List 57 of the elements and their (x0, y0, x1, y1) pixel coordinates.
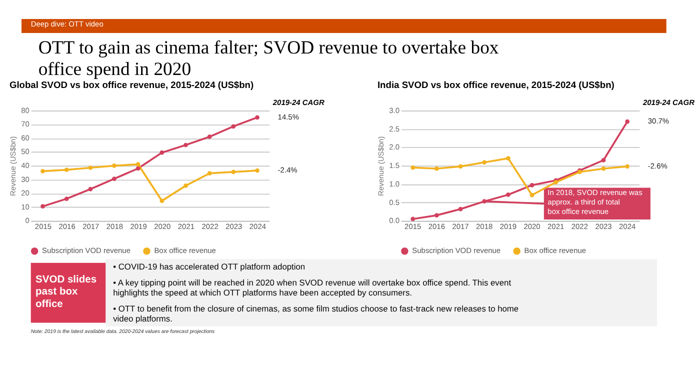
chart-title: Global SVOD vs box office revenue, 2015-2024 (US$bn) (9, 80, 254, 90)
y-tick-label: 1.5 (389, 161, 400, 170)
text: Deep dive: OTT video (30, 19, 104, 28)
y-tick-label: 40 (21, 161, 30, 170)
x-tick-label: 2015 (404, 222, 422, 231)
chart-title: India SVOD vs box office revenue, 2015-2024 (US$bn) (377, 80, 614, 90)
annotation: 14.5% (278, 112, 300, 122)
x-tick-label: 2017 (82, 222, 100, 231)
x-tick-label: 2022 (202, 222, 218, 231)
y-tick-label: 2.5 (389, 124, 400, 134)
y-tick-label: 20 (21, 188, 30, 198)
annotation: -2.4% (278, 165, 298, 174)
x-tick-label: 2018 (476, 222, 493, 231)
y-tick-label: 0 (25, 216, 30, 226)
text: OTT to gain as cinema falter; SVOD revenue to overtake box office spend in 2020 (38, 38, 500, 80)
text: • OTT to benefit from the closure of cinemas, as some film studios choose to fast-track new releases to home video platforms. (113, 303, 519, 324)
text: 2019-24 CAGR (642, 98, 696, 107)
y-tick-label: 70 (21, 120, 30, 129)
x-tick-label: 2024 (249, 222, 266, 231)
annotation: In 2018, SVOD revenue was approx. a third of total box office revenue (548, 188, 643, 216)
y-axis-title: Revenue (US$bn) (376, 136, 386, 196)
text: • COVID-19 has accelerated OTT platform adoption (113, 261, 306, 272)
y-tick-label: 2.0 (389, 142, 400, 152)
y-tick-label: 50 (21, 147, 30, 156)
x-tick-label: 2018 (106, 222, 124, 231)
x-tick-label: 2021 (548, 222, 564, 231)
y-tick-label: 60 (21, 133, 30, 142)
x-tick-label: 2017 (452, 222, 469, 231)
y-tick-label: 3.0 (389, 106, 400, 115)
x-tick-label: 2019 (500, 222, 516, 231)
text: SVOD slides past box office (36, 274, 97, 310)
y-tick-label: 80 (21, 106, 30, 115)
legend-label: Subscription VOD revenue (42, 246, 130, 255)
legend-label: Box office revenue (154, 246, 216, 255)
x-tick-label: 2016 (58, 222, 76, 231)
x-tick-label: 2015 (34, 222, 52, 231)
legend-label: Box office revenue (524, 246, 586, 255)
annotation: -2.6% (648, 161, 668, 170)
x-tick-label: 2020 (524, 222, 540, 231)
x-tick-label: 2019 (130, 222, 147, 231)
x-tick-label: 2021 (178, 222, 195, 231)
text: • A key tipping point will be reached in 2020 when SVOD revenue will overtake box office spend. This event highlights the speed at which OTT platforms have been accepted by consumers. (113, 277, 512, 298)
text: 2019-24 CAGR (272, 98, 325, 107)
legend-label: Subscription VOD revenue (412, 246, 501, 255)
x-tick-label: 2023 (595, 222, 612, 231)
y-tick-label: 0.0 (389, 216, 400, 226)
x-tick-label: 2022 (571, 222, 588, 231)
y-tick-label: 10 (21, 202, 30, 212)
y-tick-label: 30 (21, 174, 30, 184)
x-tick-label: 2024 (619, 222, 636, 231)
x-tick-label: 2016 (428, 222, 445, 231)
y-tick-label: 1.0 (389, 179, 400, 188)
x-tick-label: 2020 (154, 222, 171, 231)
annotation: 30.7% (648, 116, 670, 126)
x-tick-label: 2023 (226, 222, 242, 231)
y-axis-title: Revenue (US$bn) (8, 136, 18, 196)
y-tick-label: 0.5 (389, 198, 400, 207)
